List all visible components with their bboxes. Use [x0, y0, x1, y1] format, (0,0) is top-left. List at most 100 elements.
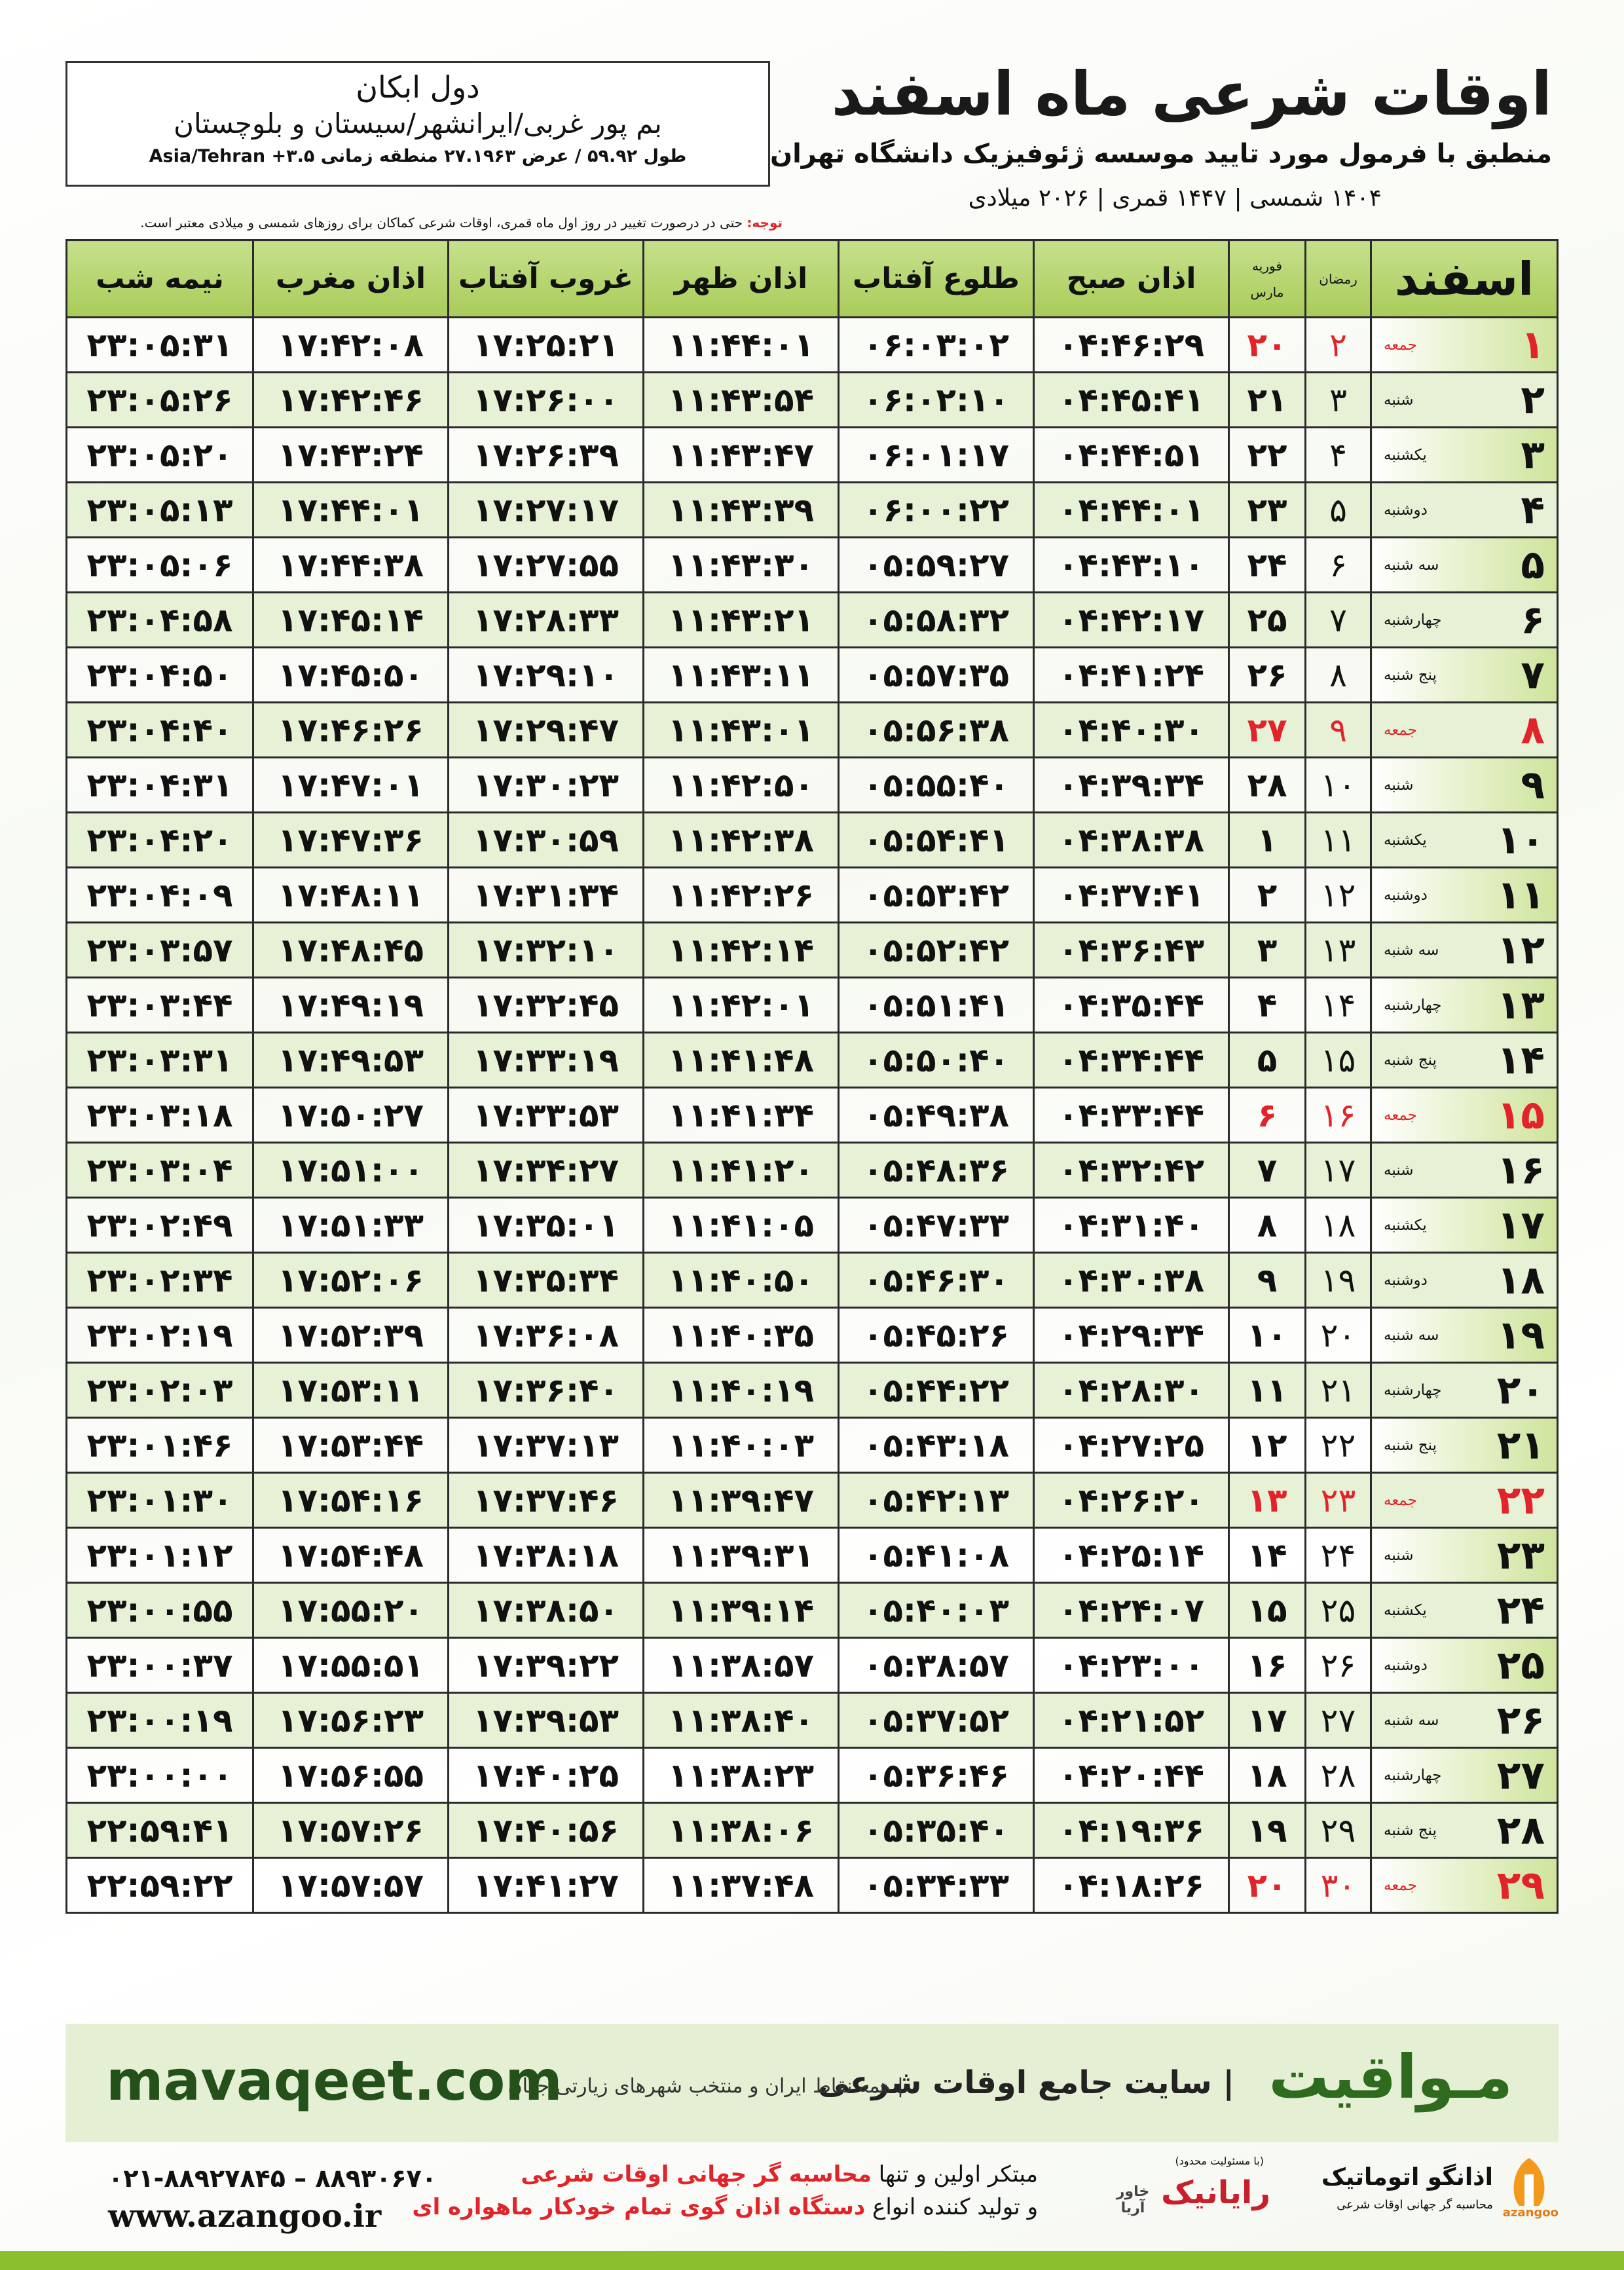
day-number: ۱۲ [1496, 927, 1545, 973]
time-cell: ۲۳:۰۰:۳۷ [65, 1637, 254, 1694]
logo-sub: خاور آریا [1116, 2184, 1150, 2216]
time-cell: ۲۳:۰۴:۴۰ [65, 701, 254, 758]
gregorian-day: ۲۴ [1228, 536, 1306, 593]
gregorian-day: ۲ [1228, 866, 1306, 923]
time-cell: ۰۴:۲۶:۲۰ [1033, 1472, 1230, 1529]
day-cell: ۲۹ جمعه [1370, 1857, 1559, 1914]
day-number: ۲۷ [1496, 1752, 1545, 1798]
time-cell: ۰۵:۵۶:۳۸ [838, 701, 1035, 758]
time-cell: ۰۴:۲۰:۴۴ [1033, 1747, 1230, 1804]
time-cell: ۱۷:۵۰:۲۷ [252, 1087, 449, 1144]
time-cell: ۲۳:۰۲:۱۹ [65, 1307, 254, 1364]
day-number: ۵ [1521, 542, 1545, 588]
time-cell: ۱۱:۴۲:۰۱ [642, 977, 840, 1033]
time-cell: ۰۴:۳۵:۴۴ [1033, 977, 1230, 1033]
day-cell: ۵ سه شنبه [1370, 536, 1559, 593]
time-cell: ۱۷:۴۴:۳۸ [252, 536, 449, 593]
time-cell: ۲۳:۰۵:۱۳ [65, 481, 254, 538]
time-cell: ۱۱:۳۸:۴۰ [642, 1692, 840, 1749]
weekday: پنج شنبه [1384, 666, 1437, 684]
weekday: یکشنبه [1384, 1216, 1427, 1234]
gregorian-day: ۲۰ [1228, 1857, 1306, 1914]
header-cell: فوریه مارس [1228, 239, 1306, 318]
time-cell: ۱۱:۳۹:۳۱ [642, 1527, 840, 1584]
time-cell: ۰۵:۴۰:۰۳ [838, 1582, 1035, 1639]
time-cell: ۱۷:۴۹:۵۳ [252, 1032, 449, 1088]
day-cell: ۳ یکشنبه [1370, 426, 1559, 483]
day-number: ۶ [1521, 597, 1545, 643]
day-cell: ۲۴ یکشنبه [1370, 1582, 1559, 1639]
table-row: ۹ شنبه ۱۰ ۲۸ ۰۴:۳۹:۳۴ ۰۵:۵۵:۴۰ ۱۱:۴۲:۵۰ ۱۷:۳۰:۲… [65, 756, 1559, 813]
time-cell: ۱۷:۳۸:۵۰ [447, 1582, 644, 1639]
logo-rayanik: (با مسئولیت محدود) رایانیک خاور آریا [1113, 2155, 1270, 2227]
time-cell: ۱۷:۴۲:۴۶ [252, 371, 449, 428]
gregorian-day: ۲۶ [1228, 646, 1306, 703]
weekday: چهارشنبه [1384, 611, 1442, 629]
weekday: یکشنبه [1384, 831, 1427, 849]
time-cell: ۱۷:۴۳:۲۴ [252, 426, 449, 483]
time-cell: ۲۳:۰۵:۲۰ [65, 426, 254, 483]
time-cell: ۱۷:۳۷:۴۶ [447, 1472, 644, 1529]
gregorian-day: ۱۵ [1228, 1582, 1306, 1639]
weekday: سه شنبه [1384, 941, 1439, 959]
note: توجه: حتی در درصورت تغییر در روز اول ماه… [65, 215, 783, 231]
ramadan-day: ۶ [1304, 536, 1372, 593]
promo-line: و تولید کننده انواع دستگاه اذان گوی تمام… [412, 2194, 1038, 2220]
ramadan-day: ۲۰ [1304, 1307, 1372, 1364]
ramadan-day: ۹ [1304, 701, 1372, 758]
time-cell: ۰۴:۴۰:۳۰ [1033, 701, 1230, 758]
time-cell: ۱۷:۵۴:۴۸ [252, 1527, 449, 1584]
time-cell: ۱۷:۳۳:۱۹ [447, 1032, 644, 1088]
header-row: اسفند رمضان فوریه مارس اذان صبح طلوع آفتاب… [65, 239, 1559, 318]
table-row: ۱ جمعه ۲ ۲۰ ۰۴:۴۶:۲۹ ۰۶:۰۳:۰۲ ۱۱:۴۴:۰۱ ۱۷:۲۵:۲۱… [65, 316, 1559, 373]
weekday: پنج شنبه [1384, 1051, 1437, 1069]
gregorian-day: ۱۶ [1228, 1637, 1306, 1694]
day-wrap: ۵ سه شنبه [1373, 542, 1556, 588]
time-cell: ۱۷:۳۸:۱۸ [447, 1527, 644, 1584]
gregorian-day: ۱۱ [1228, 1362, 1306, 1419]
ramadan-day: ۱۳ [1304, 921, 1372, 978]
ramadan-day: ۸ [1304, 646, 1372, 703]
time-cell: ۰۴:۲۸:۳۰ [1033, 1362, 1230, 1419]
time-cell: ۰۵:۴۸:۳۶ [838, 1142, 1035, 1199]
time-cell: ۲۳:۰۰:۰۰ [65, 1747, 254, 1804]
table-row: ۲۹ جمعه ۳۰ ۲۰ ۰۴:۱۸:۲۶ ۰۵:۳۴:۳۳ ۱۱:۳۷:۴۸ ۱۷:۴۱:… [65, 1857, 1559, 1914]
time-cell: ۰۴:۲۳:۰۰ [1033, 1637, 1230, 1694]
day-cell: ۲۷ چهارشنبه [1370, 1747, 1559, 1804]
gregorian-day: ۵ [1228, 1032, 1306, 1088]
time-cell: ۱۷:۲۹:۱۰ [447, 646, 644, 703]
time-cell: ۰۵:۳۶:۴۶ [838, 1747, 1035, 1804]
day-number: ۳ [1521, 432, 1545, 478]
time-cell: ۰۵:۳۸:۵۷ [838, 1637, 1035, 1694]
table-body: ۱ جمعه ۲ ۲۰ ۰۴:۴۶:۲۹ ۰۶:۰۳:۰۲ ۱۱:۴۴:۰۱ ۱۷:۲۵:۲۱… [65, 316, 1559, 1914]
time-cell: ۰۴:۱۹:۳۶ [1033, 1802, 1230, 1859]
time-cell: ۰۶:۰۱:۱۷ [838, 426, 1035, 483]
day-wrap: ۱۳ چهارشنبه [1373, 982, 1556, 1028]
time-cell: ۰۶:۰۰:۲۲ [838, 481, 1035, 538]
day-number: ۲۸ [1496, 1807, 1545, 1853]
logo-text: اذانگو اتوماتیک [1321, 2164, 1493, 2191]
time-cell: ۰۵:۵۷:۳۵ [838, 646, 1035, 703]
time-cell: ۰۴:۲۹:۳۴ [1033, 1307, 1230, 1364]
time-cell: ۲۲:۵۹:۲۲ [65, 1857, 254, 1914]
weekday: جمعه [1384, 336, 1417, 354]
day-number: ۲۹ [1496, 1862, 1545, 1908]
location-box: دول ابکان بم پور غربی/ایرانشهر/سیستان و … [65, 61, 770, 187]
brand: مـواقیت [1268, 2042, 1513, 2112]
table-row: ۲۶ سه شنبه ۲۷ ۱۷ ۰۴:۲۱:۵۲ ۰۵:۳۷:۵۲ ۱۱:۳۸:۴۰ ۱۷:… [65, 1692, 1559, 1749]
time-cell: ۱۷:۲۸:۳۳ [447, 591, 644, 648]
time-cell: ۱۱:۴۱:۲۰ [642, 1142, 840, 1199]
table-row: ۲۵ دوشنبه ۲۶ ۱۶ ۰۴:۲۳:۰۰ ۰۵:۳۸:۵۷ ۱۱:۳۸:۵۷ ۱۷:۳… [65, 1637, 1559, 1694]
time-cell: ۱۷:۳۲:۴۵ [447, 977, 644, 1033]
time-cell: ۱۱:۴۰:۱۹ [642, 1362, 840, 1419]
gregorian-day: ۲۲ [1228, 426, 1306, 483]
day-cell: ۱۴ پنج شنبه [1370, 1032, 1559, 1088]
ramadan-day: ۱۵ [1304, 1032, 1372, 1088]
time-cell: ۰۵:۵۹:۲۷ [838, 536, 1035, 593]
day-cell: ۱۱ دوشنبه [1370, 866, 1559, 923]
weekday: سه شنبه [1384, 1326, 1439, 1344]
promo-text: و تولید کننده انواع [865, 2194, 1038, 2220]
time-cell: ۱۷:۲۵:۲۱ [447, 316, 644, 373]
day-number: ۹ [1521, 762, 1545, 808]
ramadan-day: ۲۹ [1304, 1802, 1372, 1859]
